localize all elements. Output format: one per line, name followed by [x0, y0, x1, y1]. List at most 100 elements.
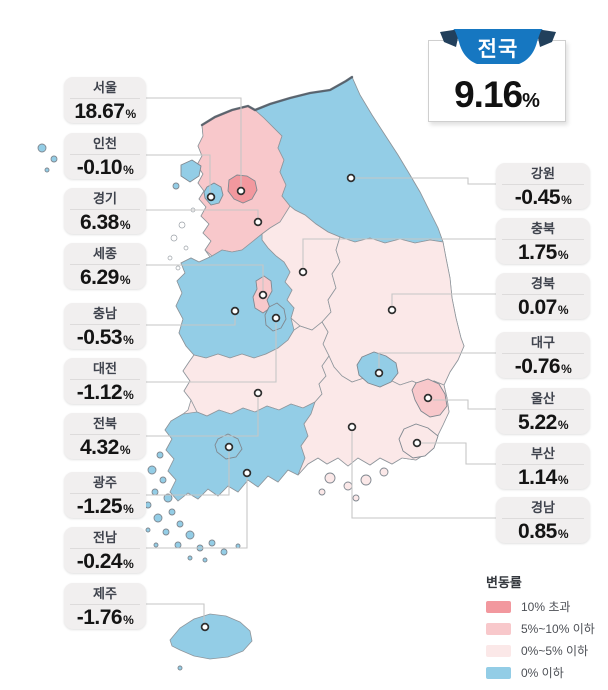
leader-daegu — [378, 352, 496, 368]
legend-row: 10% 초과 — [486, 599, 604, 614]
region-name: 경북 — [502, 276, 584, 295]
region-label-gyeongbuk: 경북 0.07% — [496, 273, 590, 319]
region-name: 강원 — [502, 166, 584, 185]
leader-gyeongbuk — [391, 293, 496, 305]
region-name: 전남 — [70, 530, 140, 549]
region-value: 6.38% — [79, 211, 131, 234]
region-label-daejeon: 대전 -1.12% — [64, 358, 146, 404]
marker-sejong — [258, 290, 268, 300]
region-label-jeonbuk: 전북 4.32% — [64, 413, 146, 459]
region-name: 서울 — [70, 80, 140, 99]
incheon-northwest-islands — [37, 143, 180, 190]
marker-gyeongnam — [347, 422, 357, 432]
ribbon-band — [453, 29, 543, 64]
legend-title: 변동률 — [486, 575, 522, 590]
national-ribbon — [440, 29, 556, 64]
legend-swatch-5to10 — [486, 622, 511, 635]
marker-ulsan — [423, 393, 433, 403]
region-name: 세종 — [70, 246, 140, 265]
marker-jeju — [200, 622, 210, 632]
region-label-gyeonggi: 경기 6.38% — [64, 188, 146, 234]
ribbon-fold-right-icon — [536, 29, 556, 47]
jeonnam-archipelago-islands — [144, 451, 241, 563]
leader-lines — [146, 97, 496, 622]
region-label-jeonnam: 전남 -0.24% — [64, 527, 146, 573]
region-value: -0.45% — [514, 186, 572, 209]
national-value: 9.16% — [454, 74, 540, 115]
region-name: 울산 — [502, 391, 584, 410]
legend-label: 10% 초과 — [521, 600, 571, 614]
leader-gyeonggi — [146, 209, 259, 218]
region-value: 1.75% — [517, 241, 569, 264]
region-markers[interactable] — [200, 173, 433, 632]
region-label-gangwon: 강원 -0.45% — [496, 163, 590, 209]
region-value: -0.24% — [76, 550, 134, 573]
legend-swatch-0to5 — [486, 644, 511, 657]
national-label: 전국 — [477, 38, 519, 61]
gyeongnam-coast-islands — [318, 467, 389, 502]
region-label-jeju: 제주 -1.76% — [64, 583, 146, 629]
region-label-gyeongnam: 경남 0.85% — [496, 497, 590, 543]
region-value: -1.25% — [76, 495, 134, 518]
region-value: -0.76% — [514, 355, 572, 378]
legend-row: 5%~10% 이하 — [486, 621, 604, 636]
dmz-border-line — [200, 75, 354, 127]
region-label-chungbuk: 충북 1.75% — [496, 218, 590, 264]
marker-chungnam — [230, 306, 240, 316]
region-value: 5.22% — [517, 411, 569, 434]
leader-ulsan — [433, 399, 496, 410]
leader-incheon — [146, 154, 211, 193]
leader-gangwon — [356, 177, 496, 185]
region-value: 0.85% — [517, 520, 569, 543]
region-name: 부산 — [502, 446, 584, 465]
marker-daegu — [374, 368, 384, 378]
region-incheon-ganghwa-island[interactable] — [180, 159, 202, 183]
marker-gyeongbuk — [387, 305, 397, 315]
marker-chungbuk — [298, 267, 308, 277]
marker-incheon — [206, 192, 216, 202]
leader-jeonbuk — [146, 398, 259, 437]
region-name: 전북 — [70, 416, 140, 435]
west-coast-neutral-islands — [167, 207, 196, 271]
region-label-gwangju: 광주 -1.25% — [64, 472, 146, 518]
legend-swatch-below0 — [486, 666, 511, 679]
region-name: 광주 — [70, 475, 140, 494]
leader-gyeongnam — [351, 432, 496, 519]
marker-jeonbuk — [253, 388, 263, 398]
marker-gangwon — [346, 173, 356, 183]
legend-label: 0%~5% 이하 — [521, 644, 589, 658]
region-label-ulsan: 울산 5.22% — [496, 388, 590, 434]
region-name: 대전 — [70, 361, 140, 380]
region-value: -0.10% — [76, 156, 134, 179]
legend-row: 0% 이하 — [486, 665, 604, 680]
leader-daejeon — [146, 323, 277, 383]
leader-jeju — [146, 603, 205, 622]
region-name: 대구 — [502, 335, 584, 354]
region-label-seoul: 서울 18.67% — [64, 77, 146, 123]
legend-row: 0%~5% 이하 — [486, 643, 604, 658]
leader-jeonnam — [146, 478, 248, 549]
region-label-incheon: 인천 -0.10% — [64, 133, 146, 179]
region-label-busan: 부산 1.14% — [496, 443, 590, 489]
region-name: 제주 — [70, 586, 140, 605]
region-name: 경기 — [70, 191, 140, 210]
region-name: 경남 — [502, 500, 584, 519]
region-name: 충남 — [70, 306, 140, 325]
region-value: 1.14% — [517, 466, 569, 489]
region-value: 0.07% — [517, 296, 569, 319]
leader-gwangju — [146, 452, 230, 496]
region-value: -0.53% — [76, 326, 134, 349]
region-label-chungnam: 충남 -0.53% — [64, 303, 146, 349]
region-value: 6.29% — [79, 266, 131, 289]
leader-sejong — [146, 264, 264, 290]
region-jeju[interactable] — [169, 613, 253, 660]
leader-chungnam — [146, 316, 236, 326]
legend-label: 0% 이하 — [521, 666, 564, 680]
marker-daejeon — [271, 313, 281, 323]
region-label-daegu: 대구 -0.76% — [496, 332, 590, 378]
region-value: 18.67% — [74, 100, 136, 123]
marker-gyeonggi — [253, 217, 263, 227]
marker-jeonnam — [242, 468, 252, 478]
